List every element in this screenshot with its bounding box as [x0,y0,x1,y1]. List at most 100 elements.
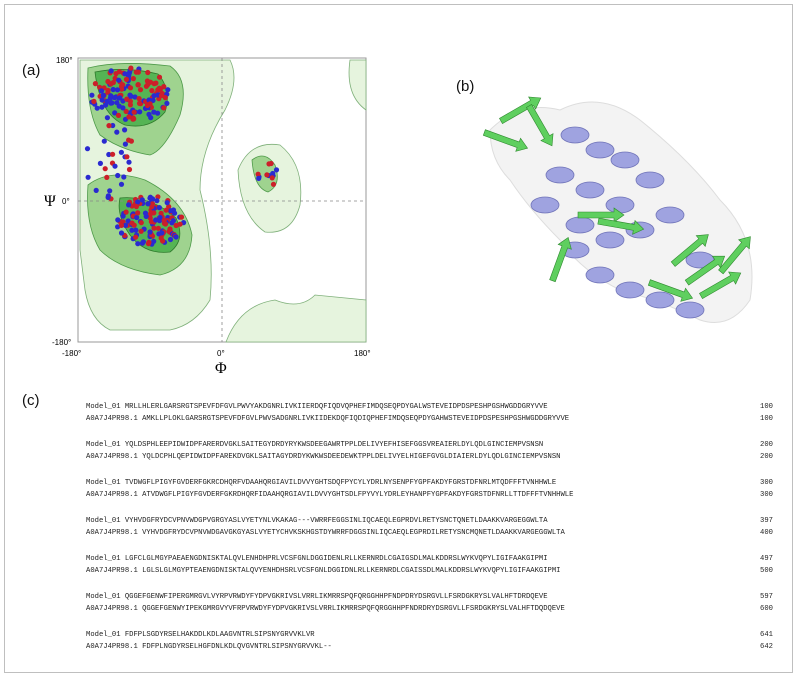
residue-point [169,220,175,226]
beta-strand [597,217,645,235]
helix [585,141,615,159]
residue-point [144,102,150,108]
residue-point [270,181,277,187]
residue-point [256,175,262,181]
alignment-position-number: 200 [760,441,773,449]
residue-point [153,80,159,86]
beta-strand [684,255,726,286]
residue-point [92,81,98,87]
residue-point [135,241,141,247]
residue-point [114,129,120,135]
residue-point [149,88,155,94]
residue-point [116,77,122,83]
residue-point [177,221,183,227]
residue-point [135,82,141,88]
residue-point [129,227,135,233]
alignment-position-number: 497 [760,555,773,563]
residue-point [118,222,124,228]
residue-point [150,196,156,202]
residue-point [110,151,116,157]
beta-strand [549,236,572,283]
residue-point [135,210,141,216]
residue-point [164,100,170,106]
residue-point [162,95,168,101]
residue-point [126,72,132,78]
helix [560,126,590,144]
beta-strand [718,236,751,275]
residue-point [158,235,164,241]
helix [615,281,645,299]
residue-point [119,86,125,92]
alignment-position-number: 400 [760,529,773,537]
residue-point [106,123,112,129]
residue-point [145,201,151,207]
residue-point [126,159,132,165]
residue-point [162,221,169,227]
residue-point [146,97,152,103]
y-axis-label: Ψ [44,193,56,210]
residue-point [136,96,142,102]
residue-point [99,97,105,103]
alignment-position-number: 600 [760,605,773,613]
residue-point [120,213,126,219]
residue-point [123,209,129,215]
beta-strand [499,96,542,125]
residue-point [165,87,171,93]
residue-point [110,79,116,86]
residue-point [122,127,128,133]
alignment-model-row: Model_01 FDFPLSGDYRSELHAKDDLKDLAAGVNTRLS… [86,631,315,639]
residue-point [115,172,121,179]
alignment-model-row: Model_01 VYHVDGFRYDCVPNVWDGPVGRGYASLVYET… [86,517,548,525]
x-tick-neg180: -180° [62,349,81,358]
residue-point [137,87,144,93]
x-tick-0: 0° [217,349,225,358]
residue-point [91,98,97,104]
alignment-position-number: 397 [760,517,773,525]
residue-point [112,110,118,116]
residue-point [101,138,107,144]
panel-label-b: (b) [456,78,475,95]
residue-point [264,172,270,178]
helix [585,266,615,284]
residue-point [173,234,179,240]
residue-point [98,88,105,94]
residue-point [107,188,113,194]
residue-point [100,92,106,98]
residue-point [126,166,133,173]
residue-point [147,229,153,235]
helix [595,231,625,249]
x-tick-180: 180° [354,349,371,358]
residue-point [118,181,125,187]
residue-point [108,68,114,74]
beta-strand [647,279,694,302]
residue-point [155,225,161,231]
residue-point [155,194,161,200]
helix [545,166,575,184]
alignment-position-number: 100 [760,403,773,411]
residue-point [107,95,113,101]
residue-point [156,85,162,91]
alignment-position-number: 597 [760,593,773,601]
y-tick-0: 0° [62,197,70,206]
panel-label-a: (a) [22,62,41,79]
residue-point [117,95,123,101]
alignment-template-row: A0A7J4PR98.1 ATVDWGFLPIGYFGVDERFGKRDHQRF… [86,491,574,499]
residue-point [131,116,137,122]
residue-point [99,104,105,110]
residue-point [118,149,124,155]
residue-point [132,94,138,100]
residue-point [269,175,275,181]
residue-point [126,137,132,143]
alignment-template-row: A0A7J4PR98.1 YQLDCPHLQEPIDWIDPFAREKDVGKL… [86,453,561,461]
residue-point [133,69,139,75]
residue-point [110,122,116,129]
residue-point [173,222,179,229]
residue-point [104,174,110,180]
beta-strand [670,234,709,267]
residue-point [145,69,151,76]
residue-point [123,108,129,114]
residue-point [133,227,139,233]
residue-point [124,154,130,160]
beta-strand [577,207,625,223]
